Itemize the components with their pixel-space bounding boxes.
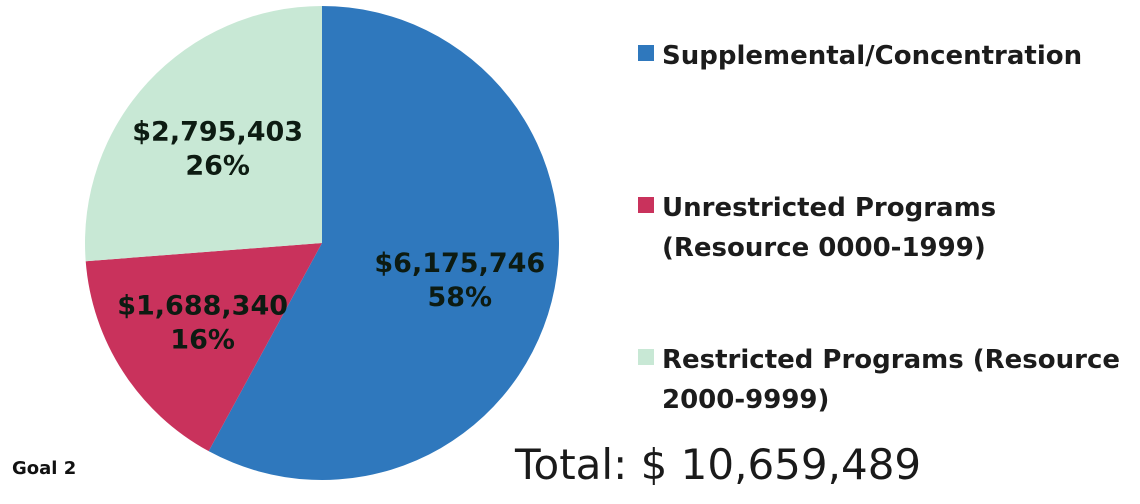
pie-slice <box>208 6 560 481</box>
goal-label: Goal 2 <box>12 458 77 479</box>
slice-value-label: $1,688,340 <box>117 290 288 321</box>
slice-label: $2,795,403 26% <box>132 116 303 181</box>
pie-slice <box>85 243 322 452</box>
slice-value-label: $6,175,746 <box>374 248 545 279</box>
slice-label: $1,688,340 16% <box>117 290 288 355</box>
legend-label: Supplemental/Concentration <box>662 41 1083 71</box>
slice-percent-label: 26% <box>185 150 250 181</box>
slice-value-label: $2,795,403 <box>132 116 303 147</box>
slice-percent-label: 58% <box>427 282 492 313</box>
legend-item: Unrestricted Programs (Resource 0000-199… <box>638 188 1138 268</box>
legend-swatch <box>638 45 654 61</box>
legend-label: Unrestricted Programs (Resource 0000-199… <box>662 193 997 263</box>
legend-item: Restricted Programs (Resource 2000-9999) <box>638 340 1138 420</box>
pie-slice <box>85 6 322 262</box>
slice-percent-label: 16% <box>170 324 235 355</box>
total: Total: $ 10,659,489 <box>515 440 922 489</box>
slice-label: $6,175,746 58% <box>374 248 545 313</box>
legend-label: Restricted Programs (Resource 2000-9999) <box>662 345 1121 415</box>
legend-swatch <box>638 349 654 365</box>
legend-item: Supplemental/Concentration <box>638 36 1138 76</box>
legend-swatch <box>638 197 654 213</box>
